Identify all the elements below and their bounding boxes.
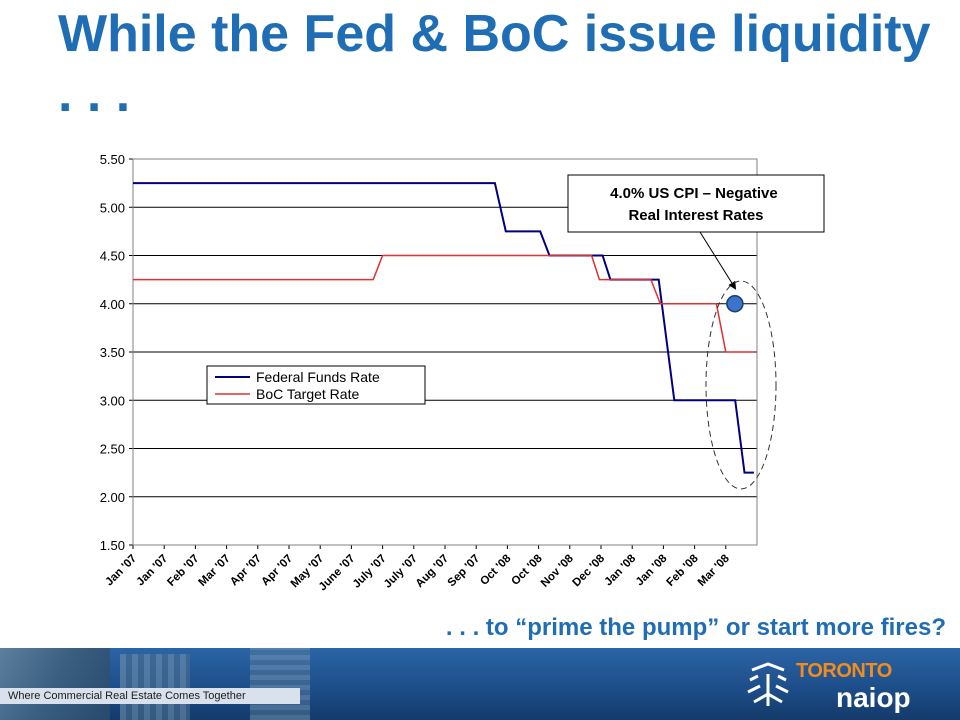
x-tick-label: Mar '07 (197, 553, 233, 589)
y-tick-label: 2.00 (100, 490, 125, 505)
callout-arrow (699, 231, 737, 290)
plot-frame (132, 158, 758, 546)
legend-label-fed: Federal Funds Rate (256, 369, 380, 385)
legend: Federal Funds Rate BoC Target Rate (206, 365, 426, 405)
legend-box (206, 365, 426, 405)
series-lines (133, 182, 754, 474)
building-photo (120, 654, 190, 720)
line-chart-svg: 5.50 5.00 4.50 4.00 3.50 3.00 2.50 2.00 1.50 Jan… (100, 152, 825, 593)
x-tick-label: Sep '07 (446, 553, 483, 590)
callout-text: 4.0% US CPI – Negative Real Interest Rat… (610, 185, 782, 224)
x-tick-label: Jan '07 (135, 553, 171, 589)
cpi-marker (726, 295, 744, 313)
x-tick-label: Nov '08 (539, 552, 577, 590)
x-tick-label: Feb '08 (665, 552, 702, 589)
callout-box (567, 174, 825, 233)
naiop-logo: TORONTO naiop (744, 654, 950, 716)
x-tick-label: Jan '08 (634, 552, 670, 588)
series-line-fed (133, 182, 754, 474)
maple-mark-icon (747, 662, 789, 706)
x-tick-label: Mar '08 (696, 552, 733, 589)
x-tick-label: July '07 (382, 553, 420, 591)
y-tick-label: 5.00 (100, 200, 125, 215)
logo-word-naiop: naiop (836, 682, 911, 713)
slide-subtitle: . . . to “prime the pump” or start more … (445, 614, 946, 641)
x-tick-label: Jan '08 (603, 552, 639, 588)
building-photo (0, 648, 110, 720)
x-tick-label: Dec '08 (570, 552, 607, 589)
slide-title: While the Fed & BoC issue liquidity . . … (58, 5, 931, 123)
logo-word-toronto: TORONTO (796, 660, 892, 682)
x-tick-label: Feb '07 (165, 553, 201, 589)
series-line-boc (133, 254, 754, 353)
y-tick-label: 2.50 (100, 442, 125, 457)
cpi-callout: 4.0% US CPI – Negative Real Interest Rat… (567, 174, 825, 490)
y-tick-label: 4.50 (100, 249, 125, 264)
tagline: Where Commercial Real Estate Comes Toget… (8, 690, 246, 702)
y-tick-label: 4.00 (100, 297, 125, 312)
rate-chart: 5.50 5.00 4.50 4.00 3.50 3.00 2.50 2.00 1.50 Jan… (0, 140, 960, 610)
y-axis-labels: 5.50 5.00 4.50 4.00 3.50 3.00 2.50 2.00 1.50 (100, 152, 125, 553)
x-tick-label: Jan '07 (103, 553, 139, 589)
building-photo (250, 648, 310, 720)
tagline-bar (0, 688, 300, 704)
y-tick-label: 3.00 (100, 393, 125, 408)
x-tick-label: July '07 (351, 553, 389, 591)
x-tick-label: Aug '07 (414, 553, 452, 591)
y-tick-label: 3.50 (100, 345, 125, 360)
highlight-ellipse (705, 280, 777, 490)
x-tick-label: Apr '07 (228, 553, 264, 589)
x-tick-label: Oct '08 (478, 552, 514, 588)
footer-banner (0, 648, 960, 720)
legend-label-boc: BoC Target Rate (256, 386, 359, 402)
y-tick-label: 1.50 (100, 538, 125, 553)
y-tick-label: 5.50 (100, 152, 125, 167)
